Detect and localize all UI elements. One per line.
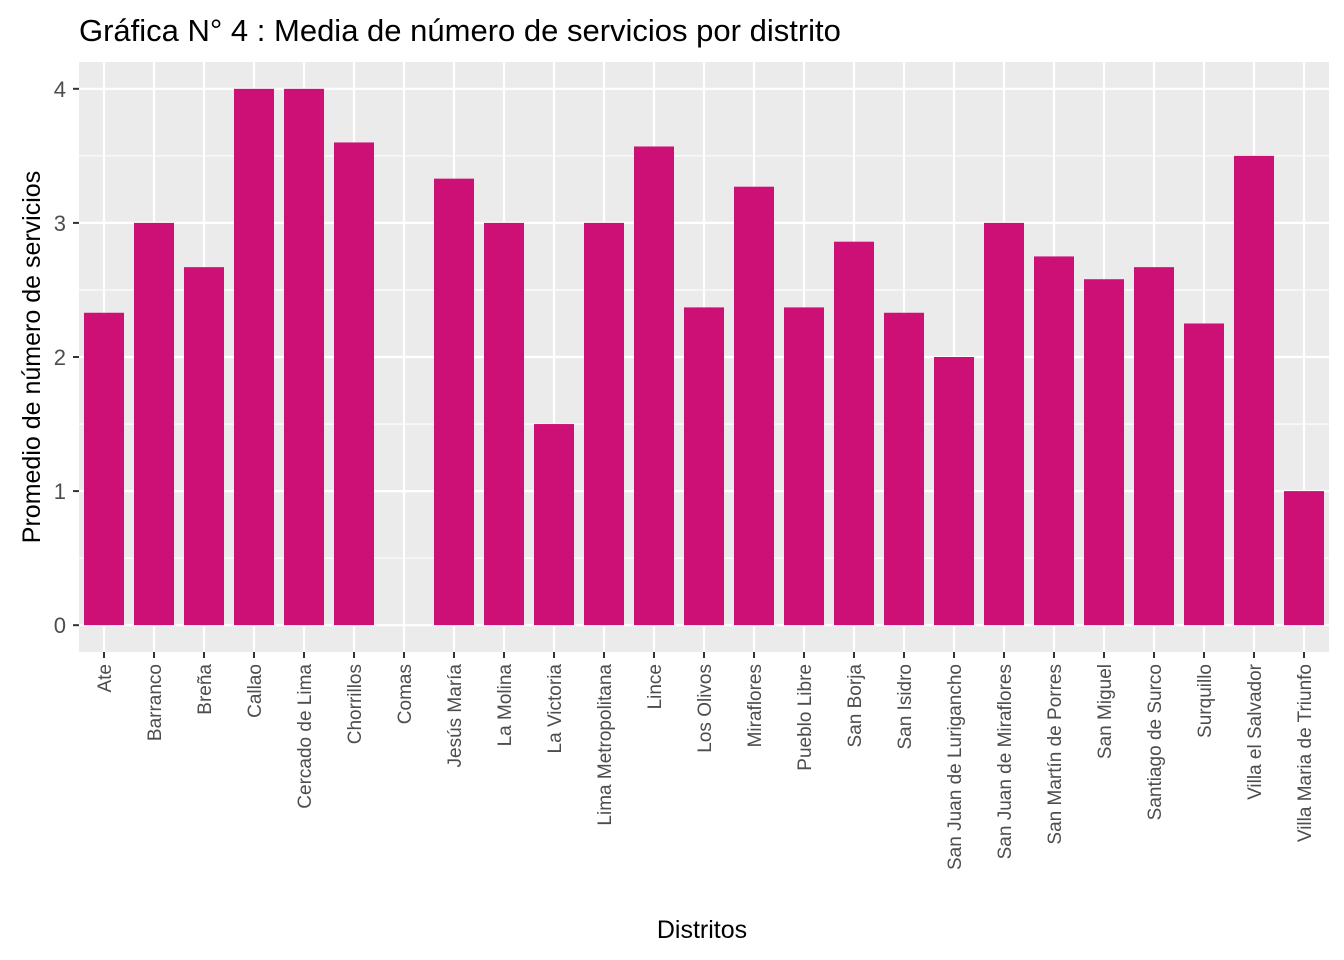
x-tick-label: San Borja <box>845 664 866 748</box>
bars <box>84 88 1324 626</box>
bar <box>934 357 974 626</box>
x-tick-label: Pueblo Libre <box>795 664 816 771</box>
x-tick-label: Surquillo <box>1195 664 1216 738</box>
y-axis-title: Promedio de número de servicios <box>18 171 46 543</box>
y-axis: 0 1 2 3 4 <box>54 77 79 638</box>
x-tick-label: Comas <box>395 664 416 724</box>
y-tick-label: 4 <box>54 77 66 102</box>
bar <box>584 222 624 626</box>
x-tick-label: Santiago de Surco <box>1145 664 1166 820</box>
bar <box>1184 323 1224 626</box>
x-axis: Ate Barranco Breña Callao Cercado de Lima Cho… <box>95 652 1316 870</box>
bar <box>984 222 1024 626</box>
x-tick-label: Villa Maria de Triunfo <box>1295 664 1316 842</box>
x-tick-label: Breña <box>195 664 216 715</box>
bar <box>184 267 224 626</box>
x-tick-label: Chorrillos <box>345 664 366 744</box>
y-tick-label: 2 <box>54 345 66 370</box>
bar <box>1234 155 1274 626</box>
bar <box>1034 256 1074 626</box>
bar <box>434 178 474 626</box>
x-tick-label: San Miguel <box>1095 664 1116 759</box>
x-tick-label: Villa el Salvador <box>1245 663 1266 800</box>
x-tick-label: Barranco <box>145 664 166 741</box>
x-tick-label: Miraflores <box>745 664 766 747</box>
bar <box>784 307 824 626</box>
bar <box>334 142 374 626</box>
bar <box>1134 267 1174 626</box>
bar <box>634 146 674 626</box>
x-tick-label: Callao <box>245 664 266 718</box>
chart-title: Gráfica N° 4 : Media de número de servic… <box>79 13 841 48</box>
bar <box>534 424 574 626</box>
bar <box>234 88 274 626</box>
x-tick-label: Jesús María <box>445 664 466 768</box>
bar <box>884 312 924 626</box>
x-tick-label: La Victoria <box>545 664 566 754</box>
x-tick-label: San Isidro <box>895 664 916 750</box>
y-tick-label: 1 <box>54 479 66 504</box>
x-tick-label: Ate <box>95 664 116 693</box>
x-tick-label: Cercado de Lima <box>295 664 316 809</box>
x-axis-title: Distritos <box>657 916 747 944</box>
bar <box>834 241 874 626</box>
x-tick-label: San Martín de Porres <box>1045 664 1066 845</box>
x-tick-label: Lima Metropolitana <box>595 664 616 826</box>
bar <box>734 186 774 626</box>
x-tick-label: La Molina <box>495 664 516 747</box>
y-tick-label: 0 <box>54 613 66 638</box>
x-tick-label: San Juan de Lurigancho <box>945 664 966 870</box>
x-tick-label: Los Olivos <box>695 664 716 753</box>
bar <box>1084 279 1124 626</box>
x-tick-label: Lince <box>645 664 666 709</box>
x-tick-label: San Juan de Miraflores <box>995 664 1016 859</box>
bar <box>484 222 524 626</box>
bar <box>1284 491 1324 626</box>
bar <box>684 307 724 626</box>
bar <box>84 312 124 626</box>
bar <box>284 88 324 626</box>
y-tick-label: 3 <box>54 211 66 236</box>
bar <box>134 222 174 626</box>
